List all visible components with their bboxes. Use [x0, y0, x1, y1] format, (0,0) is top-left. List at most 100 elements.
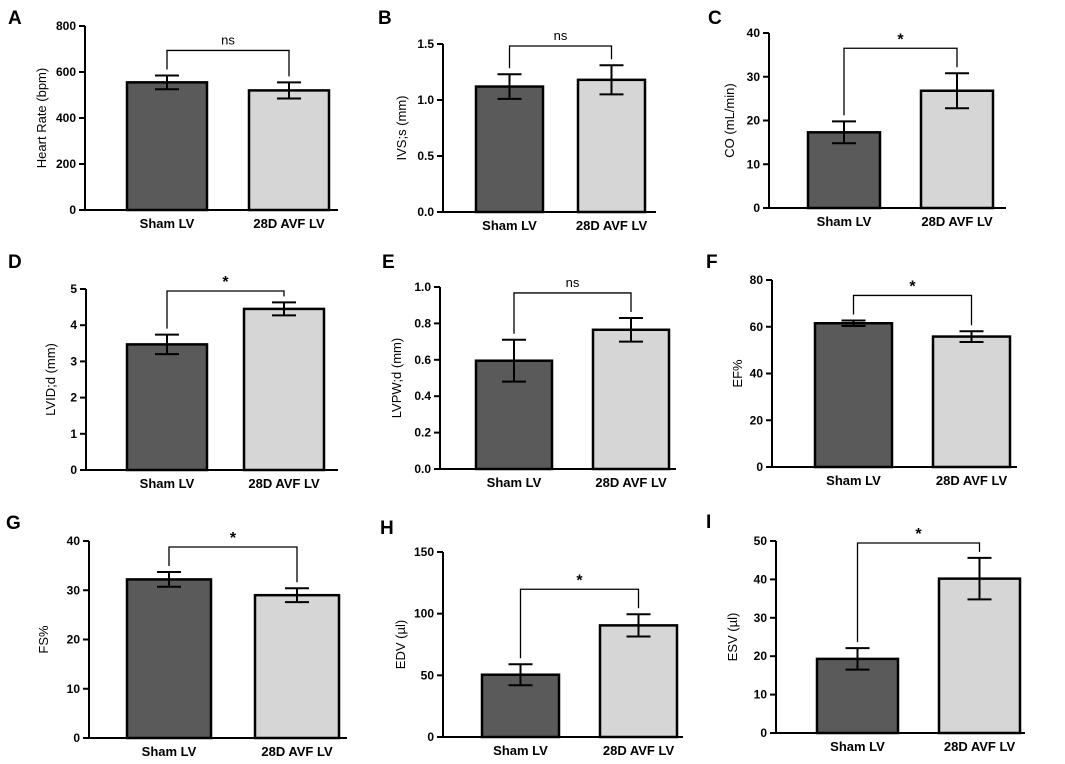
- panel-a-category-label: Sham LV: [140, 216, 195, 231]
- panel-h-y-tick-label: 100: [414, 607, 434, 621]
- panel-d-y-tick-label: 5: [70, 282, 77, 296]
- panel-e-y-tick-label: 0.6: [414, 353, 431, 367]
- panel-a-category-label: 28D AVF LV: [253, 216, 325, 231]
- panel-e-y-tick-label: 0.8: [414, 316, 431, 330]
- panel-g-y-tick-label: 10: [67, 682, 81, 696]
- panel-f-y-tick-label: 60: [750, 320, 764, 334]
- panel-a-letter: A: [8, 8, 22, 29]
- panel-a-y-tick-label: 400: [56, 111, 76, 125]
- panel-i-significance-label: *: [915, 526, 922, 543]
- panel-f-y-tick-label: 40: [750, 367, 764, 381]
- panel-b-y-tick-label: 1.5: [417, 37, 434, 51]
- panel-a-y-tick-label: 800: [56, 19, 76, 33]
- panel-f-significance-label: *: [909, 278, 916, 295]
- panel-d-y-tick-label: 0: [70, 463, 77, 477]
- panel-g-letter: G: [6, 513, 21, 534]
- panel-c-y-tick-label: 40: [747, 26, 761, 40]
- panel-g-significance-bracket: [168, 546, 298, 583]
- panel-i-y-tick-label: 0: [760, 726, 767, 740]
- panel-d-category-label: Sham LV: [140, 476, 195, 491]
- panel-c-y-tick-label: 0: [753, 201, 760, 215]
- panel-b-y-tick-label: 0.0: [417, 205, 434, 219]
- panel-d-significance-label: *: [222, 274, 229, 291]
- panel-h-y-tick-label: 0: [427, 730, 434, 744]
- panel-g-y-tick-label: 40: [67, 534, 81, 548]
- panel-g-y-tick-label: 0: [73, 731, 80, 745]
- panel-c-y-tick-label: 10: [747, 157, 761, 171]
- panel-h-significance-label: *: [576, 572, 583, 589]
- panel-e-y-tick-label: 1.0: [414, 280, 431, 294]
- panel-f-y-tick-label: 20: [750, 413, 764, 427]
- panel-d-y-tick-label: 1: [70, 427, 77, 441]
- panel-e-y-tick-label: 0.2: [414, 426, 431, 440]
- panel-e-bar-avf: [591, 328, 671, 471]
- panel-a-y-tick-label: 600: [56, 65, 76, 79]
- panel-d-category-label: 28D AVF LV: [248, 476, 320, 491]
- panel-i-bar-sham: [815, 657, 900, 735]
- panel-e-y-tick-label: 0.0: [414, 462, 431, 476]
- panel-b-category-label: 28D AVF LV: [576, 218, 648, 233]
- panel-i-y-tick-label: 50: [754, 534, 768, 548]
- panel-i-bar-avf: [937, 577, 1022, 735]
- panel-c-category-label: 28D AVF LV: [921, 214, 993, 229]
- panel-b-category-label: Sham LV: [482, 218, 537, 233]
- panel-i-letter: I: [706, 512, 711, 533]
- panel-g-category-label: Sham LV: [142, 744, 197, 759]
- panel-f-category-label: 28D AVF LV: [936, 473, 1008, 488]
- panel-b-bar-sham: [474, 85, 545, 214]
- panel-e-letter: E: [382, 252, 395, 273]
- panel-f-y-tick-label: 80: [750, 273, 764, 287]
- panel-f-significance-bracket: [852, 294, 973, 326]
- panel-d-bar-avf: [242, 307, 326, 472]
- panel-i-y-tick-label: 10: [754, 688, 768, 702]
- panel-c-y-tick-label: 30: [747, 70, 761, 84]
- panel-a-bar-sham: [125, 81, 209, 212]
- panel-i-y-tick-label: 20: [754, 649, 768, 663]
- panel-g-y-tick-label: 20: [67, 633, 81, 647]
- panel-i-y-tick-label: 40: [754, 572, 768, 586]
- panel-a-y-tick-label: 0: [69, 203, 76, 217]
- panel-e-significance-bracket: [513, 292, 632, 334]
- panel-i-category-label: Sham LV: [830, 739, 885, 754]
- panel-f-y-axis-title: EF%: [730, 359, 745, 388]
- panel-c-bar-sham: [806, 131, 882, 210]
- panel-f-bar-avf: [931, 335, 1012, 469]
- panel-i-y-tick-label: 30: [754, 611, 768, 625]
- panel-d-bar-sham: [125, 343, 209, 472]
- panel-e-y-tick-label: 0.4: [414, 389, 431, 403]
- panel-f-y-tick-label: 0: [756, 460, 763, 474]
- panel-b-y-tick-label: 0.5: [417, 149, 434, 163]
- panel-h-letter: H: [380, 518, 394, 539]
- panel-b-significance-label: ns: [554, 28, 568, 43]
- panel-a-significance-label: ns: [221, 32, 235, 47]
- panel-e-y-axis-title: LVPW;d (mm): [389, 338, 404, 418]
- panel-i-significance-bracket: [856, 542, 981, 643]
- panel-e-category-label: Sham LV: [487, 475, 542, 490]
- panel-c-category-label: Sham LV: [817, 214, 872, 229]
- panel-f-bar-sham: [813, 321, 894, 469]
- panel-g-y-tick-label: 30: [67, 583, 81, 597]
- panel-d-y-axis-title: LVID;d (mm): [43, 343, 58, 416]
- panel-d-y-tick-label: 2: [70, 391, 77, 405]
- panel-c-significance-bracket: [843, 47, 958, 116]
- panel-h-category-label: Sham LV: [493, 743, 548, 758]
- panel-d-letter: D: [8, 252, 22, 273]
- panel-a-bar-avf: [247, 89, 331, 212]
- panel-h-y-axis-title: EDV (µl): [393, 620, 408, 669]
- panel-b-letter: B: [378, 8, 392, 29]
- panel-c-y-tick-label: 20: [747, 114, 761, 128]
- panel-c-significance-label: *: [897, 31, 904, 48]
- panel-c-letter: C: [708, 8, 722, 29]
- panel-d-y-tick-label: 4: [70, 318, 77, 332]
- panel-h-category-label: 28D AVF LV: [603, 743, 675, 758]
- panel-g-significance-label: *: [230, 530, 237, 547]
- panel-a-significance-bracket: [166, 49, 290, 77]
- panel-b-y-tick-label: 1.0: [417, 93, 434, 107]
- panel-g-category-label: 28D AVF LV: [261, 744, 333, 759]
- panel-e-significance-label: ns: [566, 275, 580, 290]
- panel-b-y-axis-title: IVS;s (mm): [394, 96, 409, 161]
- panel-h-bar-avf: [598, 624, 679, 739]
- panel-h-y-tick-label: 50: [421, 668, 435, 682]
- panel-b-bar-avf: [576, 78, 647, 214]
